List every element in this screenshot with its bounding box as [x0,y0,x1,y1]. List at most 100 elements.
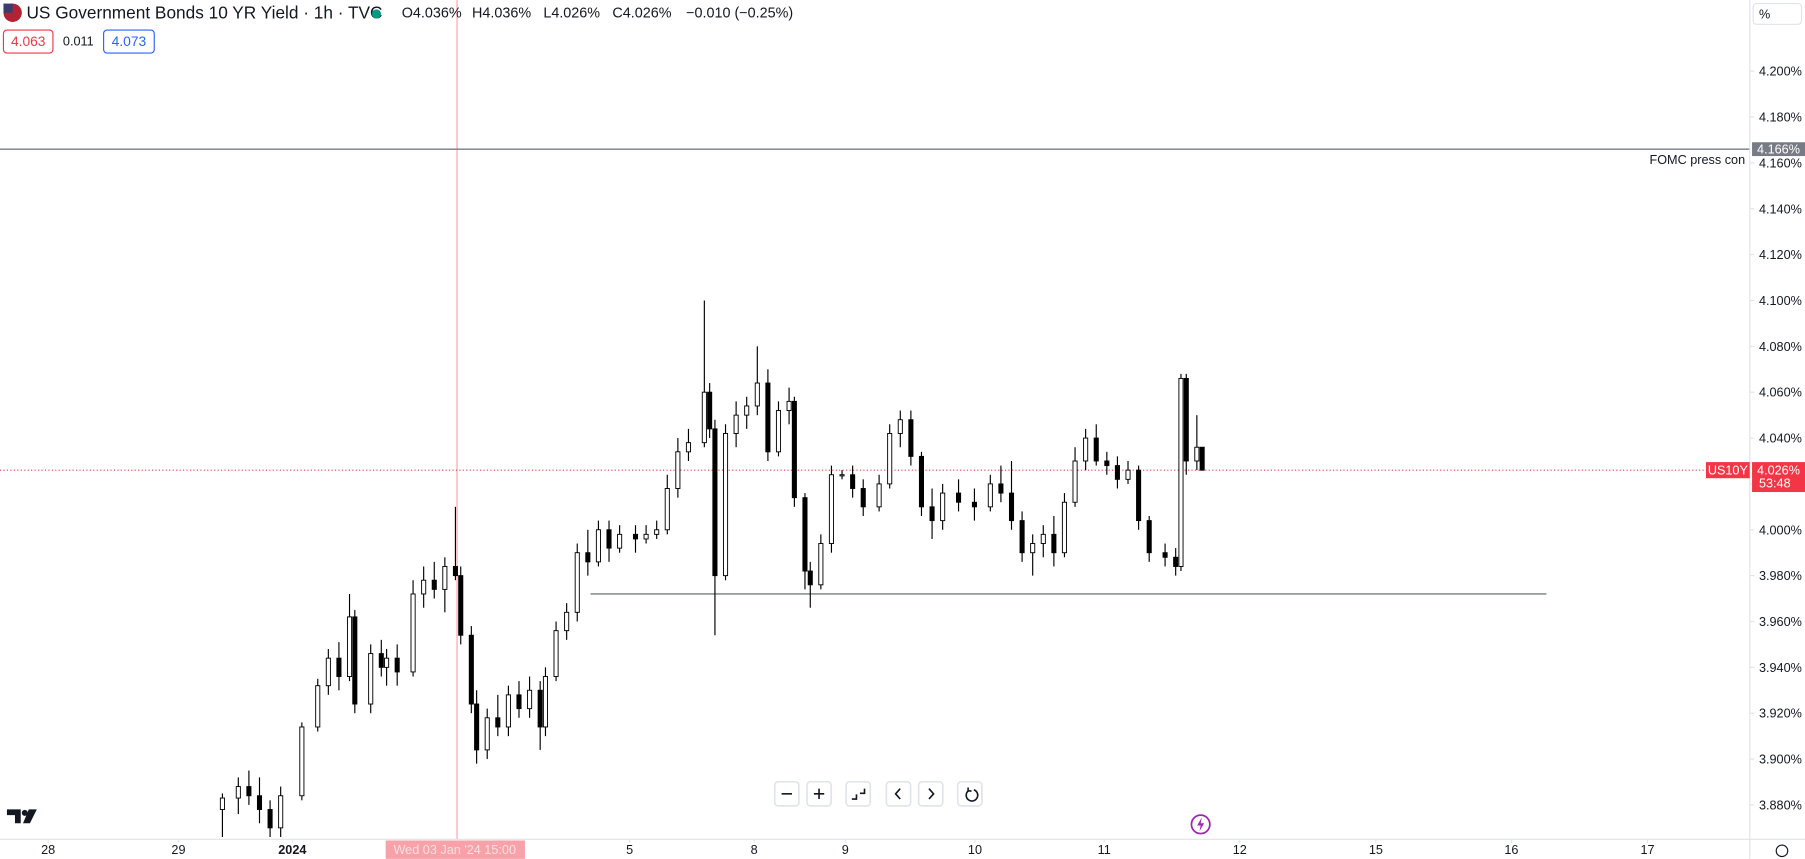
candle-body [1146,520,1152,554]
candle-body [516,694,522,710]
candle-body [987,483,993,508]
candle-body [325,657,331,687]
y-tick-label: 4.140% [1759,202,1802,216]
last-price-box [1752,462,1805,493]
settings-icon[interactable] [1775,844,1789,858]
candle-body [1194,446,1200,462]
candle-body [553,630,559,677]
market-status [371,9,382,19]
candle-body [315,685,321,728]
y-tick-label: 3.940% [1759,661,1802,675]
candle-body [1178,377,1184,567]
spread: 0.011 [63,34,94,48]
candle-body [940,492,946,522]
reset-scale[interactable] [845,780,872,807]
candle-body [707,391,713,430]
crosshair-label-box [385,840,525,859]
y-tick-label: 3.900% [1759,753,1802,767]
ask: 4.073 [112,33,147,49]
candle-body [908,419,914,457]
candle-body [929,506,935,522]
candle-body [384,657,390,668]
candle-body [1162,552,1168,558]
candle-body [484,717,490,751]
plot-area: FOMC press con [0,0,1750,840]
candle-body [1125,469,1131,480]
candle-body [701,391,707,444]
y-tick-label: 4.180% [1759,111,1802,125]
candle-body [246,786,252,797]
x-tick-label: 2024 [278,843,306,857]
candle-body [971,501,977,508]
symbol-title[interactable]: US Government Bonds 10 YR Yield · 1h · T… [26,2,382,22]
candle-body [595,529,601,563]
scale-mode-button[interactable] [1752,2,1803,25]
y-tick-label: 4.200% [1759,65,1802,79]
candle-body [632,533,639,540]
logo-part [6,809,21,824]
scroll-left[interactable] [885,780,912,807]
candle-body [564,611,570,632]
candle-body [786,400,792,412]
bid: 4.063 [11,33,46,49]
scroll-right[interactable] [917,780,944,807]
candle-body [775,410,782,453]
bid-box[interactable] [2,29,54,54]
candle-body [537,689,543,728]
candle-body [442,565,448,590]
candle-body [1083,437,1089,462]
x-tick-label: 29 [171,843,185,857]
candle-body [495,717,501,728]
x-tick-label: 9 [842,843,849,857]
candle-body [585,552,591,563]
candle-body [860,488,866,508]
candle-body [733,414,739,434]
candle-body [802,497,808,572]
tv-logo[interactable] [6,809,37,824]
candle-body [336,657,342,677]
level-text: FOMC press con [1649,153,1745,167]
candle-body [267,809,273,829]
candle-body [617,533,623,549]
candle-body [998,483,1004,494]
candle-body [542,676,549,728]
candle-body [527,689,533,710]
candle-body [712,428,718,577]
candle-body [1183,377,1189,462]
icon [894,788,901,800]
candle-body [956,492,962,503]
candle-body [1199,446,1205,471]
candle-body [1072,460,1078,503]
x-tick-label: 5 [626,843,633,857]
candle-body [791,400,797,499]
candle-body [1104,460,1110,467]
candle-body [839,474,845,477]
candle-body [474,703,480,751]
candle-body [278,795,284,829]
candle-body [1114,465,1120,480]
news-icon[interactable] [1190,814,1211,835]
candle-body [1008,492,1015,522]
candle-body [887,433,893,485]
candle-body [1040,533,1046,544]
candle-body [431,579,437,590]
candle-body [765,382,771,453]
candle-body [818,543,824,586]
candle-body [458,575,464,636]
ohlc-open: O4.036% [402,6,462,22]
y-tick-label: 4.080% [1759,340,1802,354]
crosshair-label: Wed 03 Jan '24 15:00 [393,843,516,857]
candle-body [256,795,263,810]
x-tick-label: 16 [1504,843,1518,857]
ohlc-high: H4.036% [472,6,531,22]
candle-body [685,442,691,453]
candle-body [654,529,660,535]
candle-body [468,634,474,705]
candle-body [918,455,925,508]
candle-body [850,474,856,489]
candle-body [1136,469,1142,522]
zoom-toolbar [773,780,983,807]
candle-body [1093,437,1099,462]
ask-box[interactable] [103,29,155,54]
candle-body [1061,501,1067,554]
